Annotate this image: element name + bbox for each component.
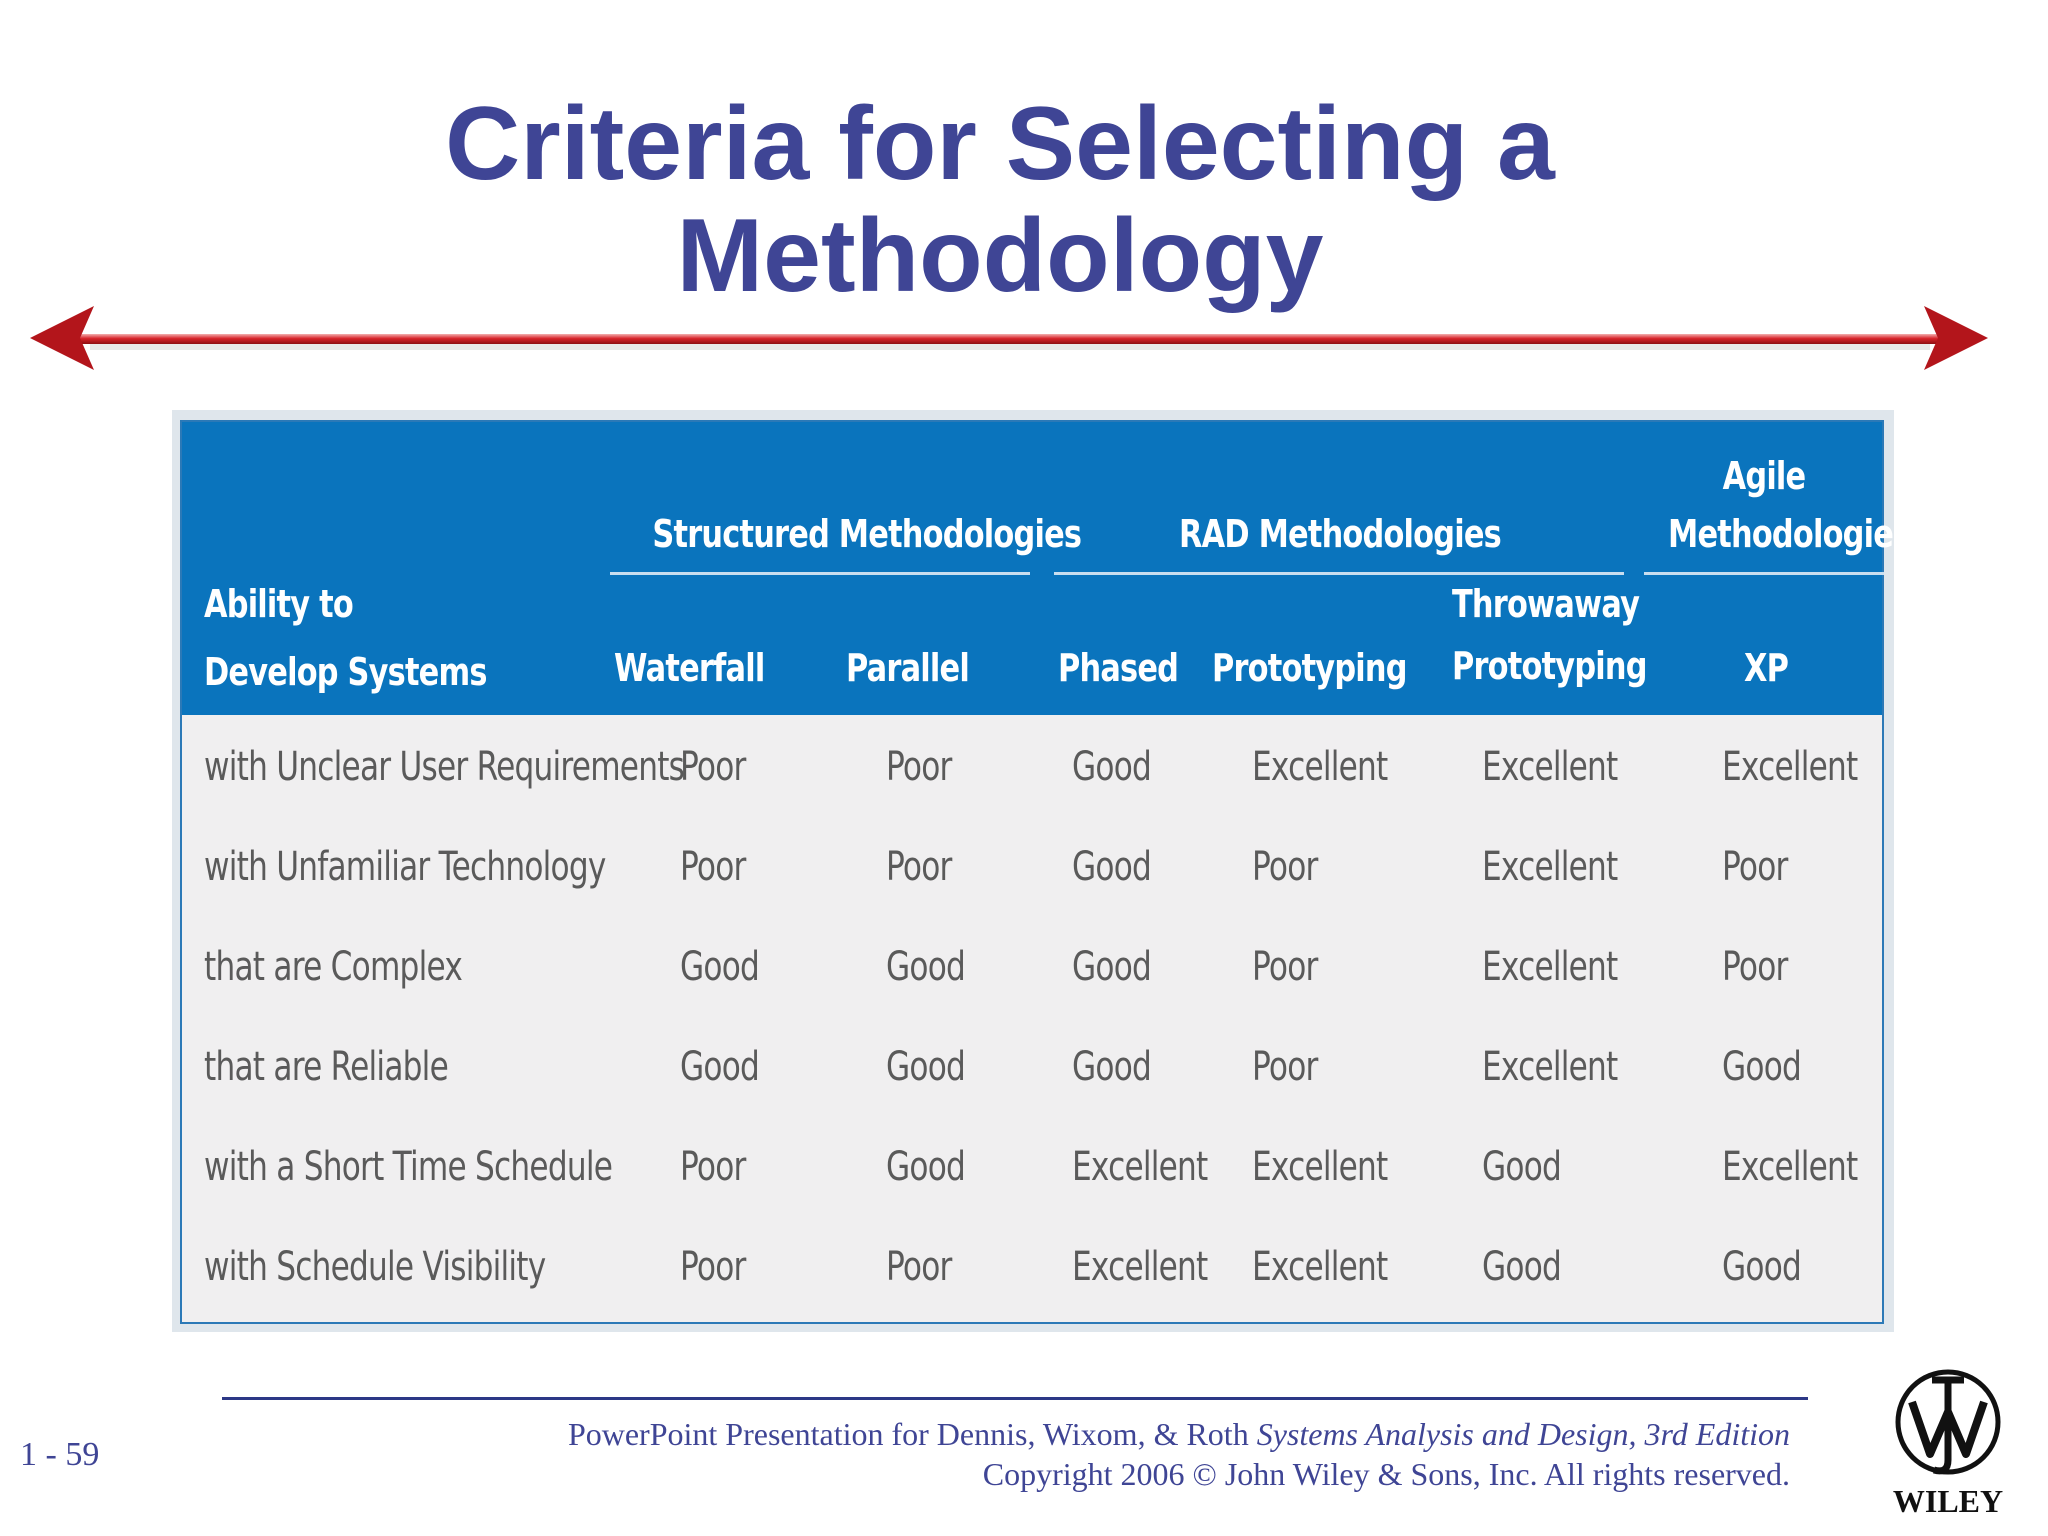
column-throwaway-line1: Throwaway	[1452, 582, 1640, 626]
rating-cell: Good	[1482, 1244, 1562, 1290]
footer-line2: Copyright 2006 © John Wiley & Sons, Inc.…	[982, 1456, 1790, 1492]
column-parallel: Parallel	[846, 646, 970, 690]
rating-cell: Good	[886, 1144, 966, 1190]
table-frame: Ability to Develop Systems Structured Me…	[180, 420, 1911, 1324]
group-structured-label: Structured Methodologies	[652, 512, 1082, 556]
table-header: Ability to Develop Systems Structured Me…	[182, 422, 1911, 715]
rating-cell: Poor	[1252, 844, 1318, 890]
row-label: that are Reliable	[204, 1044, 449, 1090]
column-waterfall: Waterfall	[614, 646, 765, 690]
rating-cell: Poor	[680, 844, 746, 890]
rating-cell: Excellent	[1722, 744, 1858, 790]
table-row: with Unfamiliar Technology Poor Poor Good Po…	[182, 823, 1882, 923]
rating-cell: Good	[680, 1044, 760, 1090]
rating-cell: Poor	[680, 744, 746, 790]
rating-cell: Poor	[1722, 944, 1788, 990]
column-xp: XP	[1744, 646, 1789, 690]
rating-cell: Excellent	[1252, 1244, 1388, 1290]
rating-cell: Good	[1072, 844, 1152, 890]
row-header-label-line1: Ability to	[204, 582, 354, 626]
footer-line1: PowerPoint Presentation for Dennis, Wixo…	[568, 1414, 1790, 1454]
rating-cell: Excellent	[1072, 1244, 1208, 1290]
table-row: that are Reliable Good Good Good Poor Excelle…	[182, 1023, 1882, 1123]
footer-book-title: Systems Analysis and Design, 3rd Edition	[1256, 1416, 1790, 1452]
rating-cell: Excellent	[1072, 1144, 1208, 1190]
rating-cell: Good	[1722, 1044, 1802, 1090]
rating-cell: Poor	[886, 744, 952, 790]
footer-line1-prefix: PowerPoint Presentation for Dennis, Wixo…	[567, 1416, 1257, 1452]
rating-cell: Good	[1722, 1244, 1802, 1290]
rating-cell: Poor	[886, 1244, 952, 1290]
slide-title-line2: Methodology	[676, 198, 1324, 314]
rating-cell: Good	[1072, 1044, 1152, 1090]
rating-cell: Good	[1072, 744, 1152, 790]
row-label: with Schedule Visibility	[204, 1244, 546, 1290]
column-phased: Phased	[1058, 646, 1179, 690]
wiley-logo-text: WILEY	[1893, 1483, 2003, 1519]
rating-cell: Poor	[1252, 944, 1318, 990]
rating-cell: Poor	[1722, 844, 1788, 890]
row-header-label: Ability to Develop Systems	[204, 582, 487, 694]
group-agile-label-line2: Methodologies	[1668, 512, 1911, 556]
rating-cell: Poor	[680, 1144, 746, 1190]
row-label: that are Complex	[204, 944, 463, 990]
rating-cell: Good	[886, 1044, 966, 1090]
group-agile-label: Agile Methodologies	[1668, 454, 1911, 556]
row-label: with Unfamiliar Technology	[204, 844, 606, 890]
rating-cell: Good	[680, 944, 760, 990]
table-row: with Unclear User Requirements Poor Poor Go…	[182, 723, 1882, 823]
table-row: that are Complex Good Good Good Poor Excellen…	[182, 923, 1882, 1023]
rating-cell: Excellent	[1482, 944, 1618, 990]
column-prototyping: Prototyping	[1212, 646, 1408, 690]
table-row: with a Short Time Schedule Poor Good Excell…	[182, 1123, 1882, 1223]
rating-cell: Excellent	[1482, 1044, 1618, 1090]
rating-cell: Excellent	[1252, 1144, 1388, 1190]
column-throwaway-prototyping: Throwaway Prototyping	[1452, 582, 1648, 688]
rating-cell: Excellent	[1252, 744, 1388, 790]
row-header-label-line2: Develop Systems	[204, 650, 487, 694]
group-rad-label: RAD Methodologies	[1179, 512, 1502, 556]
rating-cell: Excellent	[1482, 844, 1618, 890]
group-agile-rule	[1644, 572, 1884, 575]
group-agile-label-line1: Agile	[1722, 454, 1807, 498]
row-label: with Unclear User Requirements	[204, 744, 685, 790]
double-arrow-divider	[30, 306, 1988, 370]
wiley-logo-icon: WILEY	[1893, 1369, 2003, 1519]
rating-cell: Good	[1072, 944, 1152, 990]
group-structured-rule	[610, 572, 1030, 575]
footer-citation: PowerPoint Presentation for Dennis, Wixo…	[568, 1414, 1790, 1494]
rating-cell: Poor	[886, 844, 952, 890]
group-rad-rule	[1054, 572, 1624, 575]
table-row: with Schedule Visibility Poor Poor Excellen…	[182, 1223, 1882, 1323]
rating-cell: Good	[1482, 1144, 1562, 1190]
slide-title: Criteria for Selecting a Methodology	[0, 88, 2000, 312]
rating-cell: Poor	[1252, 1044, 1318, 1090]
rating-cell: Good	[886, 944, 966, 990]
footer-rule	[222, 1397, 1808, 1400]
slide-number: 1 - 59	[20, 1436, 100, 1473]
rating-cell: Excellent	[1722, 1144, 1858, 1190]
table-body: with Unclear User Requirements Poor Poor Go…	[182, 715, 1882, 1322]
column-throwaway-line2: Prototyping	[1452, 644, 1648, 688]
slide-title-line1: Criteria for Selecting a	[445, 86, 1555, 202]
rating-cell: Poor	[680, 1244, 746, 1290]
methodology-criteria-table: Ability to Develop Systems Structured Me…	[172, 410, 1911, 1332]
row-label: with a Short Time Schedule	[204, 1144, 613, 1190]
rating-cell: Excellent	[1482, 744, 1618, 790]
